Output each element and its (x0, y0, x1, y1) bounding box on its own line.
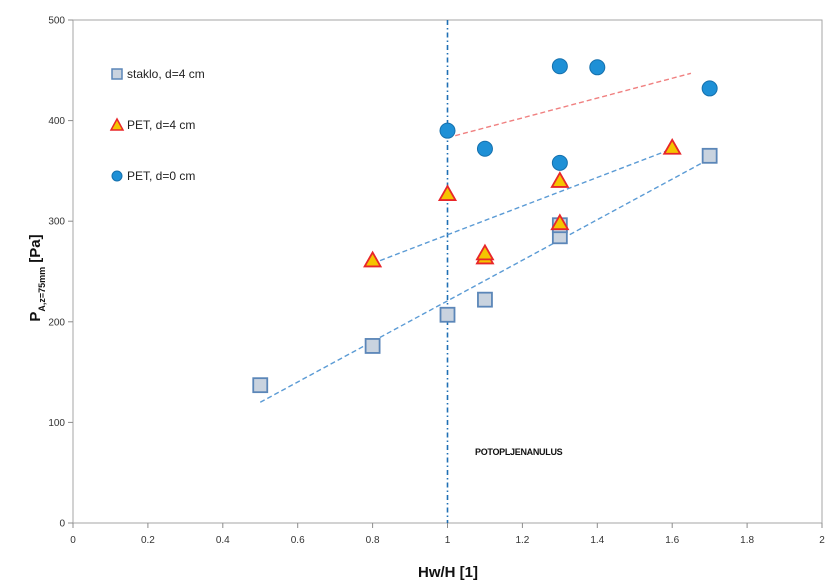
data-point-square (364, 338, 381, 354)
x-axis: 0 0.2 0.4 0.6 0.8 1 1.2 1.4 1.6 1.8 2 (70, 523, 825, 546)
trendline (259, 158, 710, 403)
annotation-text: POTOPLJENANULUS (475, 447, 563, 457)
y-tick-label: 200 (48, 317, 65, 328)
data-point-circle (589, 59, 606, 76)
data-point-square (701, 147, 718, 164)
legend-marker-circle (111, 170, 123, 182)
data-points (252, 58, 718, 394)
x-axis-title: Hw/H [1] (418, 564, 478, 581)
y-axis-title-unit: [Pa] (27, 234, 44, 267)
x-tick-label: 0 (70, 535, 76, 546)
data-point-circle (439, 122, 456, 139)
x-tick-label: 2 (819, 535, 825, 546)
y-axis: 0 100 200 300 400 500 (48, 16, 73, 530)
x-tick-label: 1.4 (590, 535, 604, 546)
legend: staklo, d=4 cm PET, d=4 cm PET, d=0 cm (109, 67, 205, 183)
y-tick-label: 0 (59, 519, 65, 530)
y-tick-label: 100 (48, 418, 65, 429)
data-point-circle (551, 154, 568, 171)
x-tick-label: 1.6 (665, 535, 679, 546)
x-tick-label: 0.6 (291, 535, 305, 546)
y-tick-label: 500 (48, 16, 65, 27)
trendline (447, 72, 692, 139)
data-point-square (439, 306, 456, 323)
x-tick-label: 1.8 (740, 535, 754, 546)
data-point-circle (476, 140, 493, 157)
y-axis-title-sub: A,z=75mm (37, 267, 47, 312)
legend-label: PET, d=4 cm (127, 118, 195, 132)
data-point-triangle (550, 171, 570, 188)
data-point-triangle (363, 250, 383, 268)
data-point-triangle (475, 243, 495, 261)
trendlines (259, 72, 710, 403)
x-tick-label: 1 (445, 535, 451, 546)
x-tick-label: 0.8 (366, 535, 380, 546)
x-tick-label: 1.2 (515, 535, 529, 546)
x-tick-label: 0.4 (216, 535, 230, 546)
legend-marker-square (111, 68, 123, 80)
data-point-square (252, 377, 269, 394)
y-tick-label: 300 (48, 217, 65, 228)
data-point-triangle (662, 137, 682, 155)
data-point-triangle (550, 213, 570, 231)
data-point-circle (551, 58, 568, 75)
y-axis-title: PA,z=75mm [Pa] (27, 234, 47, 321)
data-point-circle (701, 80, 718, 97)
trendline (372, 148, 673, 265)
data-point-triangle (437, 184, 458, 201)
y-axis-title-main: P (27, 312, 44, 322)
legend-marker-triangle (109, 117, 125, 131)
legend-label: staklo, d=4 cm (127, 67, 205, 81)
data-point-square (477, 291, 493, 308)
x-tick-label: 0.2 (141, 535, 155, 546)
legend-label: PET, d=0 cm (127, 169, 195, 183)
y-tick-label: 400 (48, 116, 65, 127)
